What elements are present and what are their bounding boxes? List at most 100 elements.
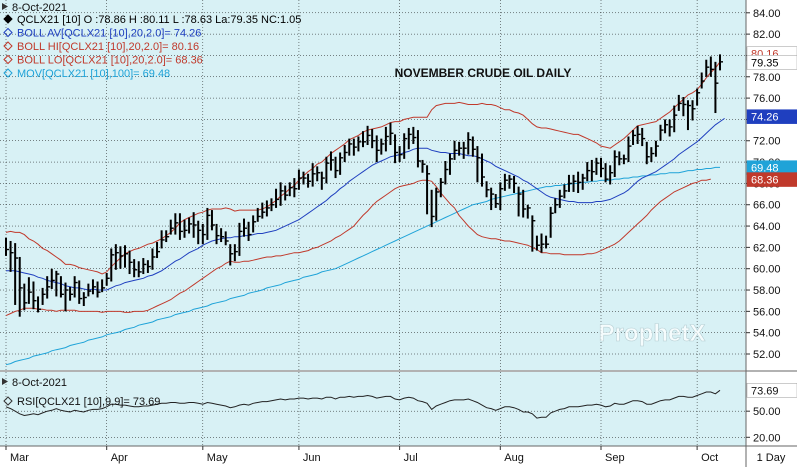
- price-bar: [224, 231, 229, 246]
- rsi-pane: [0, 372, 746, 446]
- price-bar: [567, 174, 572, 192]
- price-bar: [453, 140, 458, 160]
- y-tick-label: 58.00: [753, 285, 781, 297]
- price-bar: [5, 237, 9, 256]
- price-bar: [595, 157, 600, 175]
- price-bar: [137, 261, 142, 278]
- price-bar: [535, 235, 540, 251]
- svg-text:69.48: 69.48: [751, 163, 779, 175]
- rsi-date: 8-Oct-2021: [12, 377, 67, 389]
- price-bar: [192, 212, 197, 238]
- legend-boll-lo: BOLL LO[QCLX21 [10],20,2.0]= 68.36: [3, 55, 203, 67]
- rsi-label: RSI[QCLX21 [10],9,9]= 73.69: [17, 396, 160, 408]
- x-tick-label: Mar: [10, 452, 29, 464]
- price-bar: [632, 130, 637, 146]
- x-tick-label: Oct: [701, 452, 718, 464]
- mov-line: [5, 166, 720, 366]
- price-bar: [256, 207, 261, 222]
- price-bar: [604, 163, 609, 183]
- price-bar: [82, 292, 87, 307]
- price-bar: [73, 276, 78, 298]
- price-bar: [325, 156, 330, 184]
- price-bar: [32, 281, 37, 310]
- price-bar: [714, 61, 719, 114]
- price-bar: [545, 235, 550, 249]
- price-bar: [352, 138, 357, 156]
- price-bar: [197, 220, 202, 245]
- legend-diamond-icon: [3, 14, 13, 24]
- legend-boll-hi: BOLL HI[QCLX21 [10],20,2.0]= 80.16: [3, 41, 199, 53]
- price-bar: [59, 276, 64, 298]
- price-bar: [69, 286, 74, 301]
- price-bar: [650, 147, 655, 163]
- price-bar: [27, 277, 32, 304]
- price-bar: [320, 171, 325, 190]
- price-bar: [494, 194, 499, 208]
- x-axis-ticks: Mar Apr May Jun Jul Aug Sep Oct: [5, 446, 718, 464]
- price-pane: [0, 0, 746, 370]
- badge-boll-lo: 68.36: [746, 172, 797, 187]
- price-bar: [229, 244, 234, 266]
- y-tick-label: 60.00: [753, 264, 781, 276]
- rsi-y-tick-label: 20.00: [753, 432, 781, 444]
- y-tick-label: 66.00: [753, 200, 781, 212]
- price-bar: [513, 175, 518, 193]
- price-bar: [686, 100, 691, 131]
- price-bar: [398, 146, 403, 163]
- price-bar: [252, 215, 257, 233]
- header-date-arrow-icon: [2, 3, 8, 10]
- price-bar: [448, 153, 453, 175]
- price-bar: [178, 213, 183, 240]
- boll-lo-line: [5, 178, 711, 317]
- svg-text:68.36: 68.36: [751, 175, 779, 187]
- price-bar: [444, 161, 449, 185]
- y-tick-label: 72.00: [753, 136, 781, 148]
- price-bar: [476, 146, 481, 183]
- price-bar: [174, 213, 179, 235]
- rsi-y-tick-label: 50.00: [753, 406, 781, 418]
- price-bar: [279, 182, 284, 206]
- badge-boll-av: 74.26: [746, 109, 797, 124]
- price-bar: [265, 200, 270, 217]
- y-tick-label: 62.00: [753, 242, 781, 254]
- price-bar: [600, 157, 604, 178]
- price-bar: [371, 129, 376, 149]
- price-bar: [673, 105, 678, 133]
- price-bar: [91, 279, 96, 295]
- price-bar: [618, 151, 623, 166]
- legend-price: QCLX21 [10] O :78.86 H :80.11 L :78.63 L…: [3, 14, 301, 26]
- price-bar: [664, 119, 669, 134]
- price-bar: [165, 230, 170, 243]
- watermark: ProphetX: [599, 320, 706, 347]
- price-bar: [183, 219, 188, 238]
- price-bar: [343, 145, 348, 163]
- price-bar: [114, 244, 119, 270]
- price-bar: [18, 256, 23, 317]
- price-bar: [201, 223, 206, 245]
- price-bar: [9, 240, 14, 272]
- price-bar: [586, 162, 591, 182]
- price-bar: [691, 100, 696, 121]
- x-tick-label: Jun: [303, 452, 321, 464]
- price-bar: [384, 126, 389, 152]
- header-date: 8-Oct-2021: [12, 2, 67, 14]
- price-bar: [554, 198, 559, 214]
- x-tick-label: Jul: [404, 452, 418, 464]
- price-bar: [23, 283, 28, 311]
- price-bar: [133, 259, 138, 278]
- period-label: 1 Day: [757, 452, 786, 464]
- y-tick-label: 78.00: [753, 72, 781, 84]
- legend-label: QCLX21 [10] O :78.86 H :80.11 L :78.63 L…: [17, 14, 301, 26]
- grid: [0, 0, 746, 446]
- price-bar: [215, 223, 220, 245]
- svg-text:79.35: 79.35: [751, 57, 779, 69]
- price-bar: [705, 59, 710, 77]
- date-axis: [0, 446, 746, 467]
- price-bar: [421, 159, 426, 173]
- price-bar: [636, 125, 641, 144]
- rsi-header-arrow-icon: [2, 378, 8, 385]
- x-tick-label: Sep: [605, 452, 625, 464]
- x-tick-label: Aug: [504, 452, 524, 464]
- price-bar: [462, 141, 467, 159]
